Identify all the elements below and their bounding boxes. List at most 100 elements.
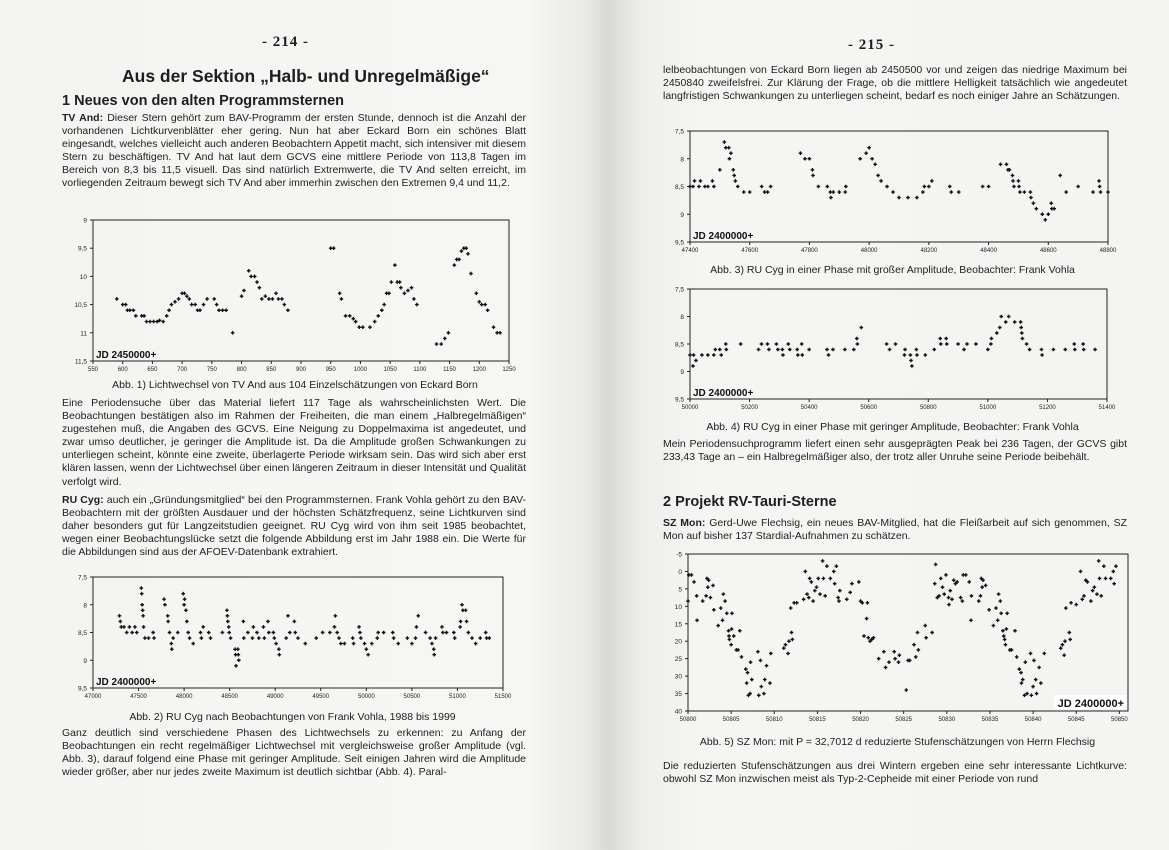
data-point (727, 145, 731, 150)
data-point (1090, 588, 1095, 593)
data-point (768, 681, 772, 685)
data-point (955, 580, 959, 584)
figure-caption-1: Abb. 1) Lichtwechsel von TV And aus 104 … (112, 379, 478, 391)
data-point (1017, 667, 1022, 671)
data-point (239, 294, 244, 298)
data-point (735, 184, 740, 189)
data-point (464, 246, 469, 250)
data-point (220, 630, 225, 635)
data-point (723, 342, 728, 346)
data-point (914, 347, 919, 352)
data-point (862, 634, 866, 638)
data-point (337, 636, 341, 640)
y-tick-label: 9 (680, 212, 684, 219)
data-point (855, 342, 860, 346)
data-point (428, 636, 432, 640)
x-tick-label: 950 (326, 367, 337, 373)
data-point (915, 630, 920, 635)
data-point (887, 347, 892, 352)
data-point (474, 291, 479, 296)
data-point (375, 636, 380, 640)
data-point (1024, 342, 1029, 346)
x-tick-label: 49000 (267, 694, 284, 700)
data-point (706, 578, 711, 582)
x-tick-label: 51000 (449, 694, 466, 700)
data-point (380, 308, 384, 313)
data-point (164, 314, 169, 318)
data-point (251, 625, 256, 629)
data-point (441, 630, 445, 635)
data-point (1009, 648, 1014, 652)
data-point (832, 581, 837, 586)
data-point (1097, 576, 1102, 581)
data-point (162, 597, 166, 601)
data-point (328, 630, 332, 635)
data-point (976, 599, 981, 603)
data-point (118, 619, 123, 624)
y-tick-label: 35 (675, 691, 683, 698)
data-point (733, 179, 738, 183)
data-point (262, 636, 267, 640)
data-point (825, 347, 829, 352)
data-point (909, 358, 913, 363)
x-tick-label: 1150 (443, 367, 457, 373)
x-tick-label: 47600 (741, 248, 758, 254)
data-point (1097, 179, 1101, 183)
data-point (189, 302, 194, 307)
y-tick-label: 8 (83, 602, 87, 609)
data-point (716, 623, 720, 628)
data-point (274, 641, 278, 646)
data-point (252, 274, 257, 279)
y-tick-label: 25 (675, 656, 683, 663)
data-point (214, 302, 219, 307)
data-point (372, 319, 377, 324)
data-point (836, 595, 840, 600)
data-point (1004, 627, 1009, 631)
data-point (870, 156, 874, 161)
data-point (1043, 218, 1048, 222)
data-point (893, 656, 897, 661)
data-point (452, 263, 457, 267)
data-point (729, 642, 733, 647)
data-point (347, 314, 352, 318)
data-point (376, 630, 380, 635)
x-tick-label: 50825 (895, 717, 912, 723)
data-point (459, 249, 464, 253)
data-point (805, 592, 809, 596)
x-tick-label: 48600 (1040, 248, 1057, 254)
data-point (206, 630, 211, 635)
data-point (358, 630, 362, 635)
section-heading-1: 1 Neues von den alten Programmsternen (62, 93, 345, 109)
data-point (1093, 347, 1097, 352)
data-point (1029, 693, 1034, 698)
data-point (236, 652, 241, 657)
figure-caption-2: Abb. 2) RU Cyg nach Beobachtungen von Fr… (129, 711, 456, 723)
data-point (913, 655, 918, 659)
data-point (765, 190, 770, 194)
data-point (844, 597, 849, 602)
data-point (723, 599, 727, 603)
y-tick-label: 10 (675, 604, 683, 611)
y-tick-label: 9,5 (78, 246, 87, 253)
data-point (803, 569, 808, 574)
data-point (691, 353, 696, 357)
data-point (843, 347, 847, 352)
data-point (1012, 184, 1016, 189)
data-point (867, 145, 871, 150)
data-point (1069, 601, 1073, 605)
data-point (910, 364, 914, 368)
data-point (117, 614, 122, 618)
data-point (844, 184, 848, 189)
data-point (134, 630, 139, 635)
data-point (691, 184, 695, 189)
page-number-right: - 215 - (848, 37, 895, 53)
data-point (331, 246, 336, 250)
x-tick-label: 800 (237, 367, 248, 373)
data-point (896, 660, 901, 664)
data-point (1039, 347, 1044, 352)
data-point (762, 677, 767, 682)
data-point (171, 636, 175, 640)
paragraph-period-program: Mein Periodensuchprogramm liefert einen … (663, 438, 1127, 464)
data-point (1031, 201, 1036, 205)
data-point (430, 641, 434, 646)
